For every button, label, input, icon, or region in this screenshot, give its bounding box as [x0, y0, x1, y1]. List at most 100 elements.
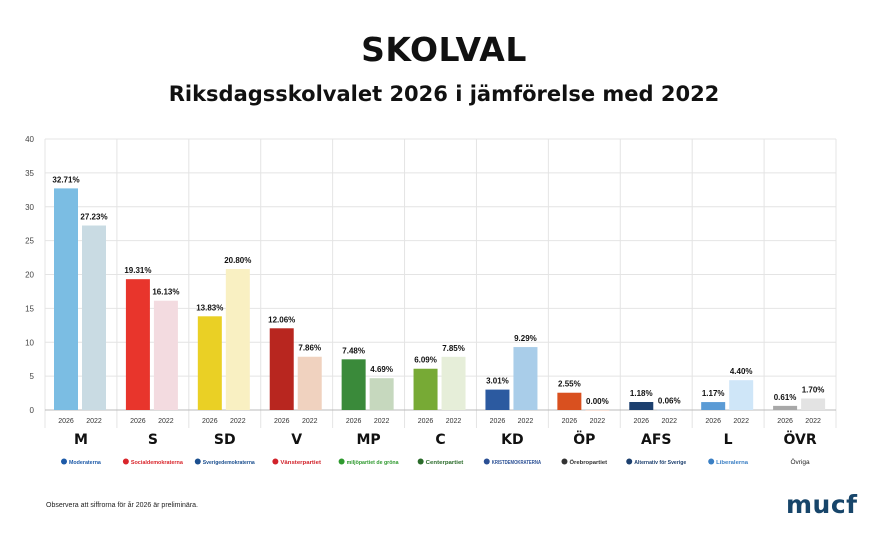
- data-label-2022: 7.85%: [442, 344, 465, 353]
- year-label-2022: 2022: [733, 418, 749, 425]
- category-label: KD: [501, 432, 523, 448]
- bar-2026: [125, 279, 150, 410]
- data-label-2026: 1.18%: [630, 389, 653, 398]
- bar-2026: [197, 316, 222, 410]
- bar-2026: [341, 359, 366, 410]
- y-tick-label: 35: [25, 169, 34, 178]
- data-label-2026: 2.55%: [558, 380, 581, 389]
- bar-2026: [485, 389, 510, 410]
- data-label-2026: 0.61%: [774, 393, 797, 402]
- category-label: MP: [356, 432, 380, 448]
- data-label-2026: 3.01%: [486, 377, 509, 386]
- y-tick-label: 25: [25, 237, 34, 246]
- party-logo-icon: [708, 458, 715, 465]
- party-logo-icon: [417, 458, 424, 465]
- year-label-2022: 2022: [230, 418, 246, 425]
- bar-2022: [153, 300, 178, 410]
- year-label-2022: 2022: [302, 418, 318, 425]
- category-label: AFS: [641, 432, 671, 448]
- party-logo-icon: [61, 458, 68, 465]
- data-label-2022: 0.00%: [586, 397, 609, 406]
- category-label: ÖVR: [783, 430, 816, 448]
- bar-2026: [629, 402, 654, 410]
- category-label: L: [724, 432, 733, 448]
- party-logo-icon: [483, 458, 490, 465]
- year-label-2022: 2022: [158, 418, 174, 425]
- year-label-2026: 2026: [346, 418, 362, 425]
- year-label-2022: 2022: [805, 418, 821, 425]
- data-label-2022: 4.69%: [370, 365, 393, 374]
- party-logo-text: Liberalerna: [716, 460, 749, 466]
- data-label-2022: 9.29%: [514, 334, 537, 343]
- bar-2022: [225, 269, 250, 410]
- year-label-2026: 2026: [562, 418, 578, 425]
- year-label-2026: 2026: [202, 418, 218, 425]
- year-label-2026: 2026: [777, 418, 793, 425]
- party-logo-text: miljöpartiet de gröna: [347, 460, 400, 466]
- bar-2026: [269, 328, 294, 410]
- year-label-2022: 2022: [590, 418, 606, 425]
- party-logo-text: Örebropartiet: [569, 459, 607, 466]
- party-logo-icon: [122, 458, 129, 465]
- party-logo-icon: [338, 458, 345, 465]
- y-tick-label: 15: [25, 304, 34, 313]
- bar-2026: [557, 392, 582, 410]
- data-label-2026: 12.06%: [268, 315, 295, 324]
- category-label: C: [435, 432, 445, 448]
- year-label-2022: 2022: [374, 418, 390, 425]
- party-logo-text: Alternativ för Sverige: [634, 460, 686, 466]
- bar-2026: [54, 188, 78, 410]
- year-label-2022: 2022: [661, 418, 677, 425]
- party-logo-text: Centerpartiet: [426, 460, 464, 466]
- bar-2022: [729, 380, 754, 410]
- data-label-2022: 1.70%: [802, 385, 825, 394]
- year-label-2022: 2022: [446, 418, 462, 425]
- brand-logo: mucf: [786, 490, 858, 519]
- data-label-2022: 27.23%: [80, 213, 107, 222]
- bar-2022: [297, 356, 322, 410]
- bar-2022: [801, 398, 826, 410]
- data-label-2026: 7.48%: [342, 346, 365, 355]
- party-logo-text: Moderaterna: [69, 460, 102, 466]
- party-logo-icon: [194, 458, 201, 465]
- year-label-2026: 2026: [58, 418, 74, 425]
- bar-2022: [82, 225, 106, 410]
- footnote: Observera att siffrorna för år 2026 är p…: [46, 502, 198, 509]
- bar-2022: [513, 347, 538, 410]
- bar-2026: [413, 368, 438, 410]
- bar-2022: [585, 410, 610, 411]
- bar-2022: [657, 409, 682, 411]
- year-label-2022: 2022: [518, 418, 534, 425]
- page-title: SKOLVAL: [361, 30, 527, 69]
- category-label: S: [148, 432, 158, 448]
- year-label-2026: 2026: [705, 418, 721, 425]
- data-label-2026: 32.71%: [52, 175, 79, 184]
- data-label-2026: 13.83%: [196, 303, 223, 312]
- y-tick-label: 30: [25, 203, 34, 212]
- party-logo-icon: [626, 458, 633, 465]
- data-label-2026: 6.09%: [414, 356, 437, 365]
- y-tick-label: 40: [25, 135, 34, 144]
- bar-2022: [369, 378, 394, 410]
- category-label: SD: [214, 432, 236, 448]
- data-label-2022: 7.86%: [298, 344, 321, 353]
- year-label-2026: 2026: [633, 418, 649, 425]
- y-tick-label: 10: [25, 338, 34, 347]
- data-label-2022: 0.06%: [658, 397, 681, 406]
- data-label-2026: 19.31%: [124, 266, 151, 275]
- data-label-2026: 1.17%: [702, 389, 725, 398]
- category-label: M: [74, 432, 88, 448]
- y-tick-label: 0: [30, 406, 35, 415]
- party-logo-text: Socialdemokraterna: [131, 460, 184, 466]
- party-logo-icon: [561, 458, 568, 465]
- party-logo-text: KRISTDEMOKRATERNA: [492, 460, 541, 466]
- party-logo-icon: [272, 458, 279, 465]
- bar-2026: [701, 402, 726, 410]
- party-logo-text: Övriga: [790, 458, 810, 466]
- category-label: ÖP: [573, 430, 595, 448]
- year-label-2026: 2026: [490, 418, 506, 425]
- party-logo-text: Sverigedemokraterna: [203, 460, 256, 466]
- data-label-2022: 4.40%: [730, 367, 753, 376]
- y-tick-label: 5: [30, 372, 35, 381]
- party-logo-text: Vänsterpartiet: [280, 460, 321, 466]
